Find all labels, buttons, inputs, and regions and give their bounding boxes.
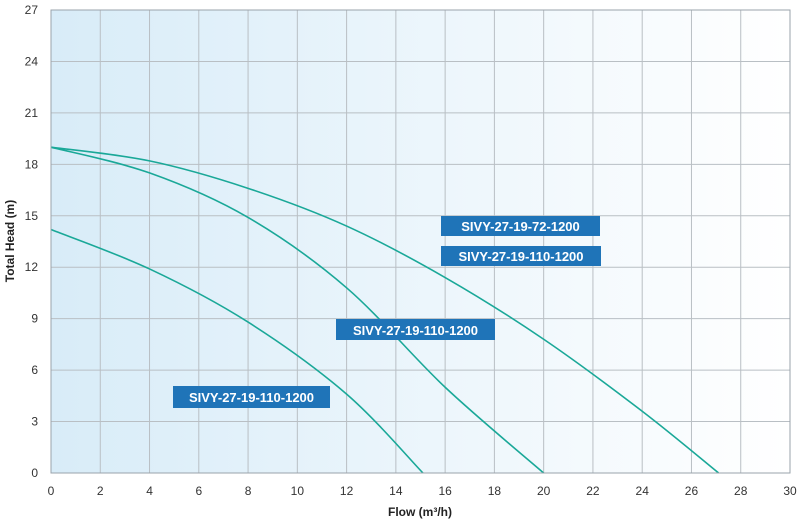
x-axis-title: Flow (m³/h) (388, 505, 452, 519)
x-tick-label-5: 10 (291, 484, 305, 498)
series-curve-3 (50, 228, 424, 474)
y-tick-label-7: 21 (25, 106, 39, 120)
x-tick-label-9: 18 (488, 484, 502, 498)
x-tick-label-6: 12 (340, 484, 354, 498)
x-tick-label-4: 8 (245, 484, 252, 498)
x-tick-label-2: 4 (146, 484, 153, 498)
series-curve-2 (50, 146, 545, 474)
y-axis-title: Total Head (m) (3, 200, 17, 282)
x-tick-label-12: 24 (636, 484, 650, 498)
x-tick-label-0: 0 (48, 484, 55, 498)
y-tick-label-8: 24 (25, 54, 39, 68)
y-tick-label-6: 18 (25, 157, 39, 171)
series-label-2-text: SIVY-27-19-110-1200 (458, 249, 583, 264)
series-label-4-bg (173, 386, 330, 408)
plot-area (51, 10, 790, 473)
series-label-4: SIVY-27-19-110-1200 (173, 386, 330, 408)
x-tick-label-11: 22 (586, 484, 600, 498)
y-tick-label-3: 9 (31, 312, 38, 326)
series-label-3-bg (336, 319, 495, 340)
y-tick-label-5: 15 (25, 209, 39, 223)
x-tick-label-8: 16 (438, 484, 452, 498)
x-tick-label-10: 20 (537, 484, 551, 498)
series-label-4-text: SIVY-27-19-110-1200 (189, 390, 314, 405)
x-tick-labels: 0 2 4 6 8 10 12 14 16 18 20 22 24 26 28 30 (48, 484, 797, 498)
x-tick-label-14: 28 (734, 484, 748, 498)
plot-border (50, 9, 791, 474)
series-label-1: SIVY-27-19-72-1200 (441, 216, 600, 236)
series-label-2-bg (441, 246, 601, 266)
y-tick-label-9: 27 (25, 3, 39, 17)
x-tick-label-15: 30 (783, 484, 797, 498)
series-curve-1 (50, 146, 720, 474)
y-tick-labels: 0 3 6 9 12 15 18 21 24 27 (25, 3, 39, 480)
series-label-3: SIVY-27-19-110-1200 (336, 319, 495, 340)
series-label-1-text: SIVY-27-19-72-1200 (461, 219, 580, 234)
y-tick-label-4: 12 (25, 260, 39, 274)
series-label-1-bg (441, 216, 600, 236)
y-tick-label-2: 6 (31, 363, 38, 377)
x-tick-label-1: 2 (97, 484, 104, 498)
y-tick-label-1: 3 (31, 415, 38, 429)
curves (50, 146, 720, 474)
x-tick-label-13: 26 (685, 484, 699, 498)
series-label-2: SIVY-27-19-110-1200 (441, 246, 601, 266)
x-tick-label-7: 14 (389, 484, 403, 498)
y-tick-label-0: 0 (31, 466, 38, 480)
series-label-3-text: SIVY-27-19-110-1200 (353, 323, 478, 338)
grid (50, 9, 791, 474)
x-tick-label-3: 6 (195, 484, 202, 498)
